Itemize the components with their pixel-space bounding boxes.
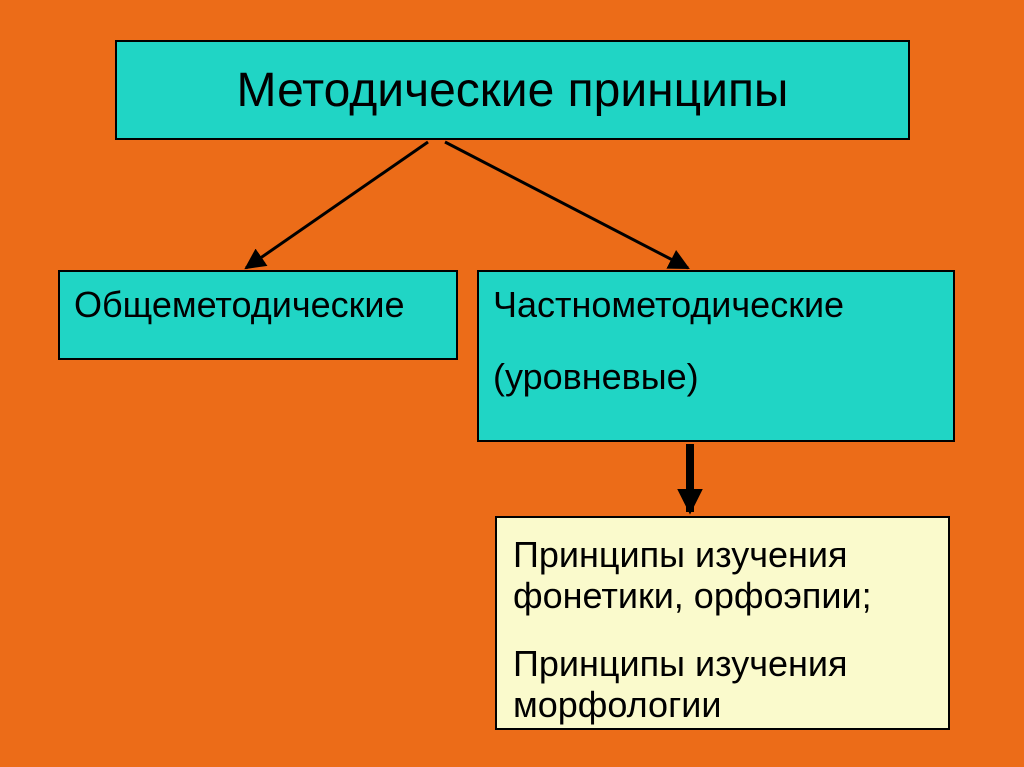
right-child-box: Частнометодические (уровневые) bbox=[477, 270, 955, 442]
title-text: Методические принципы bbox=[237, 63, 789, 118]
left-child-box: Общеметодические bbox=[58, 270, 458, 360]
left-child-text: Общеметодические bbox=[74, 286, 438, 324]
bottom-para2: Принципы изучения морфологии bbox=[513, 643, 930, 726]
arrow-root-right bbox=[445, 142, 688, 268]
bottom-box: Принципы изучения фонетики, орфоэпии; Пр… bbox=[495, 516, 950, 730]
bottom-para1: Принципы изучения фонетики, орфоэпии; bbox=[513, 534, 930, 617]
right-child-line2: (уровневые) bbox=[493, 358, 935, 396]
arrow-root-left bbox=[246, 142, 428, 268]
right-child-line1: Частнометодические bbox=[493, 286, 935, 324]
title-box: Методические принципы bbox=[115, 40, 910, 140]
